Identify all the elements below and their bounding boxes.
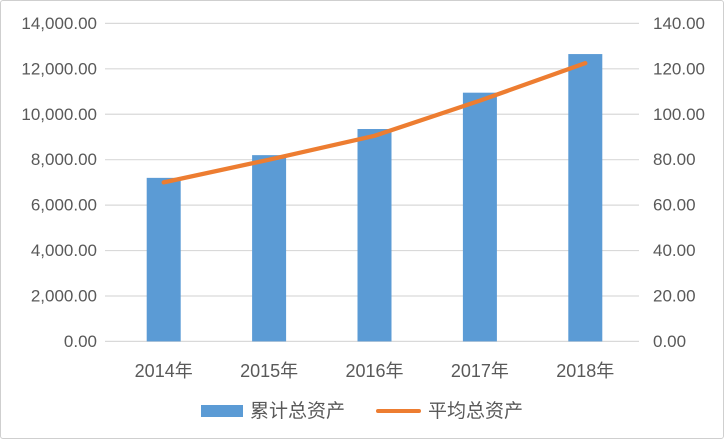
bar-2014年 — [146, 177, 181, 342]
y-axis-left-tick-label: 14,000.00 — [21, 14, 97, 33]
y-axis-right-tick-label: 60.00 — [653, 196, 696, 215]
x-axis-label: 2018年 — [556, 361, 614, 381]
y-axis-left-tick-label: 10,000.00 — [21, 105, 97, 124]
legend-label-cumulative-assets: 累计总资产 — [249, 400, 345, 422]
legend-label-average-assets: 平均总资产 — [428, 400, 524, 422]
y-axis-left-tick-label: 12,000.00 — [21, 59, 97, 78]
y-axis-left-tick-label: 8,000.00 — [31, 150, 97, 169]
bar-2016年 — [357, 129, 392, 342]
chart-legend: 累计总资产 平均总资产 — [1, 397, 723, 425]
bar-2015年 — [252, 155, 287, 342]
x-axis-label: 2017年 — [451, 361, 509, 381]
y-axis-right-tick-label: 0.00 — [653, 332, 686, 351]
x-axis-label: 2015年 — [240, 361, 298, 381]
bar-2018年 — [568, 54, 603, 342]
y-axis-right-tick-label: 80.00 — [653, 150, 696, 169]
y-axis-left-tick-label: 2,000.00 — [31, 286, 97, 305]
trend-line — [161, 61, 588, 185]
y-axis-right-tick-label: 100.00 — [653, 105, 705, 124]
x-axis-label: 2014年 — [135, 361, 193, 381]
bar-2017年 — [462, 92, 497, 342]
y-axis-left-tick-label: 4,000.00 — [31, 241, 97, 260]
y-axis-right-tick-label: 120.00 — [653, 59, 705, 78]
y-axis-right-tick-label: 40.00 — [653, 241, 696, 260]
y-axis-right-tick-label: 140.00 — [653, 14, 705, 33]
legend-bar-swatch-icon — [200, 405, 243, 417]
y-axis-left-tick-label: 0.00 — [64, 332, 97, 351]
y-axis-left-tick-label: 6,000.00 — [31, 196, 97, 215]
legend-line-swatch-icon — [376, 408, 421, 414]
x-axis-label: 2016年 — [345, 361, 403, 381]
y-axis-right-tick-label: 20.00 — [653, 286, 696, 305]
